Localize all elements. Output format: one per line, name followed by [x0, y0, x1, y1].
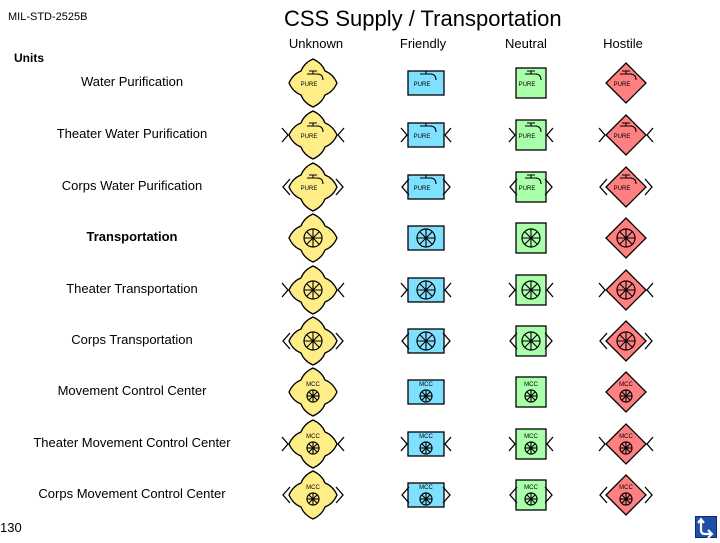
symbol-text: MCC [419, 485, 433, 491]
symbol-text: PURE [614, 186, 631, 192]
symbol-text: MCC [419, 434, 433, 440]
trans-symbol-friendly [401, 328, 451, 354]
trans-symbol-neutral [509, 325, 553, 357]
row-label: Water Purification [80, 74, 184, 89]
water-symbol-hostile: PURE [605, 62, 647, 104]
symbol-text: PURE [614, 82, 631, 88]
mcc-symbol-friendly: MCC [401, 482, 451, 508]
return-arrow-icon[interactable] [695, 516, 717, 539]
row-label: Corps Transportation [71, 332, 193, 347]
trans-symbol-unknown [288, 213, 338, 263]
page-number: 130 [0, 520, 22, 535]
symbol-text: PURE [414, 82, 431, 88]
mcc-symbol-friendly: MCC [400, 431, 452, 457]
symbol-text: MCC [524, 485, 538, 491]
water-symbol-unknown: PURE [281, 110, 345, 160]
water-symbol-friendly: PURE [401, 174, 451, 200]
symbol-text: MCC [524, 434, 538, 440]
water-symbol-friendly: PURE [400, 122, 452, 148]
symbol-text: PURE [414, 134, 431, 140]
symbol-text: PURE [614, 134, 631, 140]
water-symbol-unknown: PURE [282, 162, 344, 212]
water-symbol-neutral: PURE [508, 119, 554, 151]
column-header-unknown: Unknown [288, 36, 344, 51]
mcc-symbol-friendly: MCC [407, 379, 445, 405]
row-label: Movement Control Center [57, 383, 207, 398]
water-symbol-neutral: PURE [509, 171, 553, 203]
trans-symbol-hostile [598, 269, 654, 311]
mcc-symbol-neutral: MCC [509, 479, 553, 511]
page-title: CSS Supply / Transportation [284, 6, 562, 31]
column-header-neutral: Neutral [505, 36, 547, 51]
trans-symbol-unknown [281, 265, 345, 315]
water-symbol-unknown: PURE [288, 58, 338, 108]
row-label: Corps Water Purification [61, 178, 203, 193]
symbol-text: MCC [619, 382, 633, 388]
symbol-text: PURE [301, 82, 318, 88]
symbol-text: MCC [306, 382, 320, 388]
symbol-text: PURE [519, 186, 536, 192]
trans-symbol-neutral [508, 274, 554, 306]
row-label: Transportation [86, 229, 178, 244]
trans-symbol-hostile [605, 217, 647, 259]
column-header-friendly: Friendly [399, 36, 447, 51]
water-symbol-hostile: PURE [598, 114, 654, 156]
mcc-symbol-hostile: MCC [605, 371, 647, 413]
trans-symbol-unknown [282, 316, 344, 366]
symbol-text: MCC [306, 434, 320, 440]
symbol-text: MCC [306, 485, 320, 491]
symbol-text: PURE [301, 134, 318, 140]
water-symbol-hostile: PURE [599, 166, 653, 208]
mcc-symbol-unknown: MCC [288, 367, 338, 417]
mcc-symbol-unknown: MCC [281, 419, 345, 469]
row-label: Theater Transportation [66, 281, 198, 296]
symbol-text: PURE [519, 82, 536, 88]
trans-symbol-neutral [515, 222, 547, 254]
units-heading: Units [14, 51, 44, 65]
water-symbol-friendly: PURE [407, 70, 445, 96]
symbol-text: MCC [524, 382, 538, 388]
row-label: Theater Movement Control Center [33, 435, 231, 450]
row-label: Theater Water Purification [56, 126, 208, 141]
trans-symbol-hostile [599, 320, 653, 362]
trans-symbol-friendly [400, 277, 452, 303]
symbol-text: MCC [619, 485, 633, 491]
symbol-text: PURE [301, 186, 318, 192]
mcc-symbol-hostile: MCC [598, 423, 654, 465]
symbol-text: MCC [419, 382, 433, 388]
symbol-text: PURE [519, 134, 536, 140]
mcc-symbol-hostile: MCC [599, 474, 653, 516]
column-header-hostile: Hostile [603, 36, 643, 51]
water-symbol-neutral: PURE [515, 67, 547, 99]
mcc-symbol-unknown: MCC [282, 470, 344, 520]
row-label: Corps Movement Control Center [38, 486, 226, 501]
mcc-symbol-neutral: MCC [508, 428, 554, 460]
trans-symbol-friendly [407, 225, 445, 251]
mcc-symbol-neutral: MCC [515, 376, 547, 408]
standard-label: MIL-STD-2525B [8, 11, 88, 23]
symbol-text: MCC [619, 434, 633, 440]
symbol-text: PURE [414, 186, 431, 192]
